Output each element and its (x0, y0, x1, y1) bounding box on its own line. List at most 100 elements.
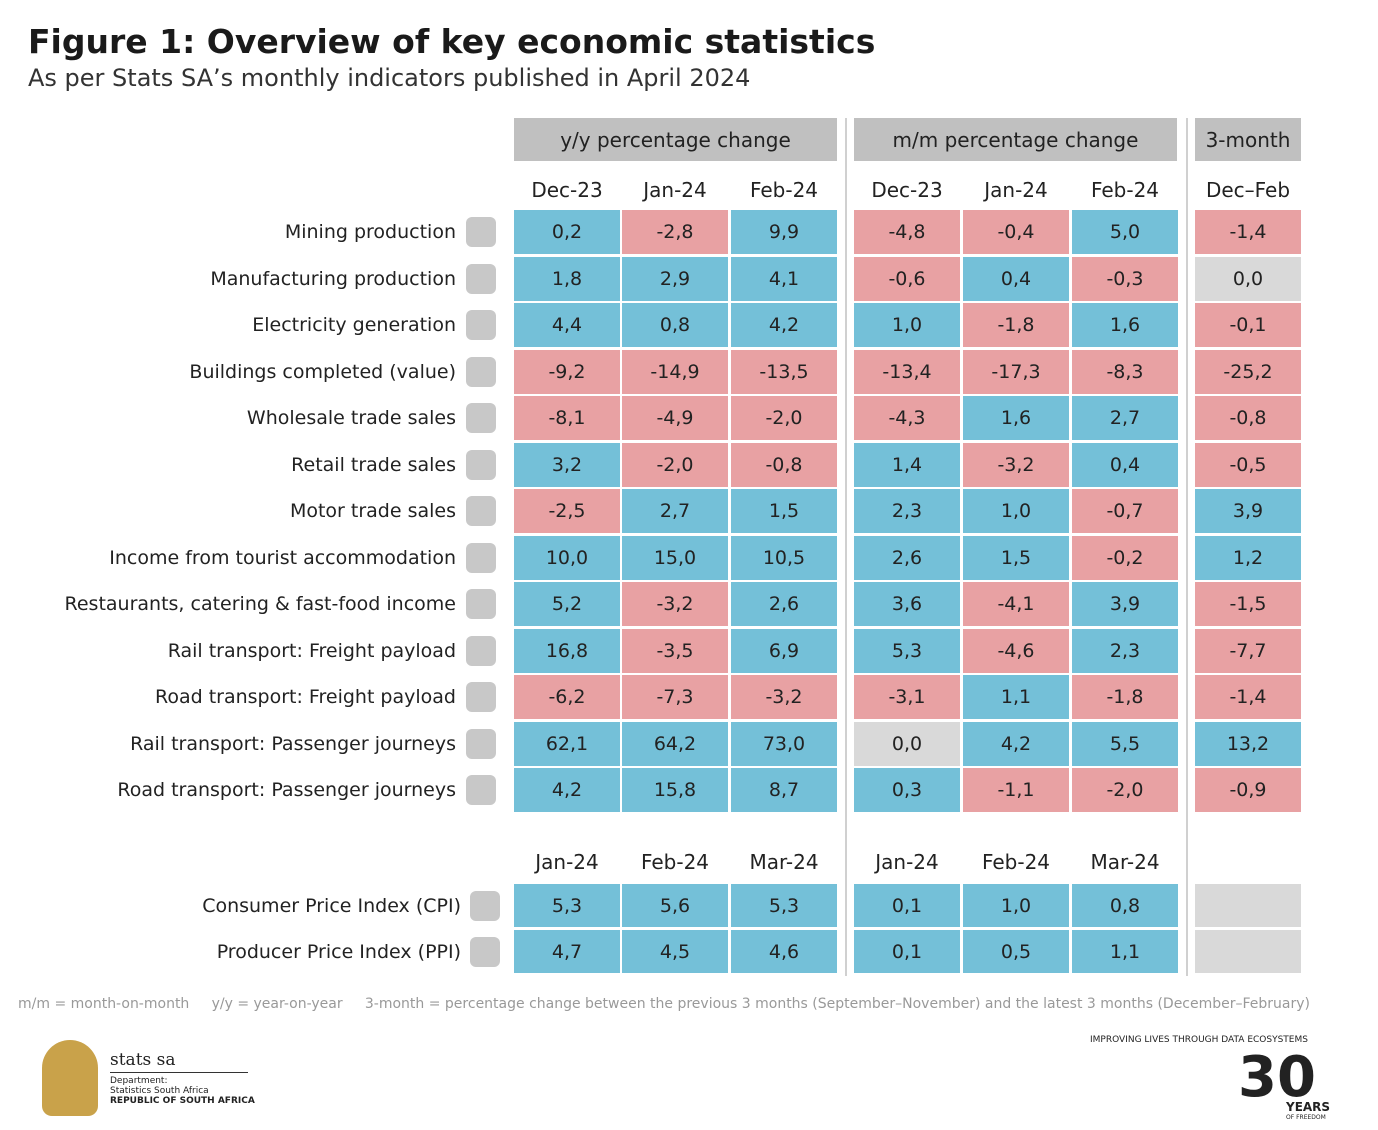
country: REPUBLIC OF SOUTH AFRICA (110, 1096, 255, 1106)
value-cell: 0,5 (963, 930, 1069, 973)
row-icon (466, 403, 496, 433)
value-cell: -0,5 (1195, 442, 1301, 487)
value-cell: 5,6 (622, 884, 728, 927)
row-label: Restaurants, catering & fast-food income (64, 593, 456, 615)
row-label: Rail transport: Passenger journeys (130, 732, 456, 755)
column-header: Feb-24 (1090, 178, 1160, 202)
value-cell: 4,6 (731, 930, 837, 973)
value-cell: 1,0 (854, 303, 960, 347)
empty-cell (1195, 884, 1301, 927)
value-cell: 8,7 (731, 768, 837, 812)
row-label: Retail trade sales (291, 453, 456, 476)
row-icon (466, 635, 496, 666)
row-icon (466, 775, 496, 805)
value-cell: -9,2 (514, 349, 620, 394)
brand: stats sa (110, 1050, 176, 1070)
value-cell: 4,2 (731, 303, 837, 347)
value-cell: 1,0 (963, 489, 1069, 533)
column-header: Jan-24 (643, 178, 707, 202)
value-cell: 1,8 (514, 256, 620, 301)
column-header: Jan-24 (535, 850, 599, 874)
value-cell: -1,1 (963, 768, 1069, 812)
value-cell: 1,2 (1195, 535, 1301, 580)
value-cell: 6,9 (731, 628, 837, 673)
value-cell: -0,2 (1072, 535, 1178, 580)
value-cell: 5,2 (514, 582, 620, 626)
value-cell: 0,1 (854, 930, 960, 973)
row-icon (466, 217, 496, 247)
value-cell: -0,8 (731, 442, 837, 487)
value-cell: 1,4 (854, 442, 960, 487)
value-cell: -1,5 (1195, 582, 1301, 626)
value-cell: -3,2 (622, 582, 728, 626)
value-cell: 10,0 (514, 535, 620, 580)
row-label: Wholesale trade sales (246, 407, 456, 429)
value-cell: -7,7 (1195, 628, 1301, 673)
value-cell: 10,5 (731, 535, 837, 580)
value-cell: -0,1 (1195, 303, 1301, 347)
empty-cell (1195, 930, 1301, 973)
value-cell: -2,5 (514, 489, 620, 533)
coat-of-arms (42, 1040, 98, 1116)
value-cell: 1,0 (963, 884, 1069, 927)
row-icon (466, 449, 496, 480)
value-cell: 5,3 (854, 628, 960, 673)
value-cell: 2,7 (1072, 396, 1178, 440)
row-label: Producer Price Index (PPI) (216, 941, 461, 963)
value-cell: -4,6 (963, 628, 1069, 673)
row-label: Motor trade sales (289, 500, 456, 522)
row-icon (466, 728, 496, 759)
row-icon (466, 310, 496, 340)
value-cell: 4,1 (731, 256, 837, 301)
value-cell: 73,0 (731, 721, 837, 766)
years-text: YEARS (1286, 1100, 1331, 1114)
value-cell: 3,2 (514, 442, 620, 487)
value-cell: -1,8 (963, 303, 1069, 347)
value-cell: 2,3 (854, 489, 960, 533)
value-cell: 2,6 (854, 535, 960, 580)
value-cell: -0,4 (963, 210, 1069, 254)
group-header: y/y percentage change (514, 118, 837, 161)
value-cell: -4,8 (854, 210, 960, 254)
footnote-item: m/m = month-on-month (18, 996, 190, 1012)
column-header: Feb-24 (749, 178, 819, 202)
row-label: Manufacturing production (210, 267, 456, 290)
row-label: Income from tourist accommodation (109, 546, 456, 569)
row-icon (466, 682, 496, 712)
value-cell: 3,9 (1195, 489, 1301, 533)
value-cell: 0,4 (963, 256, 1069, 301)
value-cell: 0,0 (1195, 256, 1301, 301)
dept: Department: (110, 1076, 168, 1086)
column-header: Dec–Feb (1205, 178, 1291, 202)
value-cell: -25,2 (1195, 349, 1301, 394)
column-header: Dec-23 (871, 178, 943, 202)
value-cell: -4,1 (963, 582, 1069, 626)
value-cell: -0,3 (1072, 256, 1178, 301)
value-cell: -3,2 (963, 442, 1069, 487)
value-cell: 13,2 (1195, 721, 1301, 766)
separator (845, 118, 847, 976)
column-header: Mar-24 (1090, 850, 1160, 874)
footnote: m/m = month-on-month y/y = year-on-year … (18, 996, 1310, 1012)
column-header: Jan-24 (875, 850, 939, 874)
column-header: Feb-24 (981, 850, 1051, 874)
value-cell: 0,3 (854, 768, 960, 812)
row-icon (466, 356, 496, 387)
value-cell: -2,0 (731, 396, 837, 440)
value-cell: 5,5 (1072, 721, 1178, 766)
value-cell: 5,0 (1072, 210, 1178, 254)
value-cell: 2,7 (622, 489, 728, 533)
value-cell: 1,5 (731, 489, 837, 533)
value-cell: -6,2 (514, 675, 620, 719)
value-cell: -8,1 (514, 396, 620, 440)
value-cell: -17,3 (963, 349, 1069, 394)
value-cell: 4,5 (622, 930, 728, 973)
row-label: Road transport: Freight payload (154, 686, 456, 708)
value-cell: -1,4 (1195, 675, 1301, 719)
value-cell: 1,1 (963, 675, 1069, 719)
value-cell: -4,3 (854, 396, 960, 440)
slogan: IMPROVING LIVES THROUGH DATA ECOSYSTEMS (1090, 1035, 1308, 1045)
value-cell: 4,2 (514, 768, 620, 812)
row-label: Electricity generation (252, 314, 456, 336)
